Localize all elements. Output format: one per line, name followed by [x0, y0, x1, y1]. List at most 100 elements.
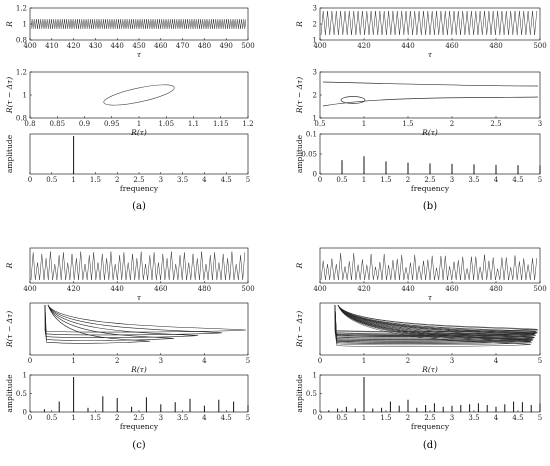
time-series-xlabel: τ — [428, 50, 433, 59]
time-series-y-tick-label: 2 — [313, 21, 317, 29]
phase-loop — [44, 304, 247, 333]
spectrum-x-tick-label: 5 — [538, 414, 542, 422]
phase-loop — [334, 304, 534, 339]
phase-x-tick-label: 2 — [406, 357, 410, 365]
phase-loop — [44, 304, 223, 336]
phase-small-loop — [340, 96, 366, 104]
spectrum-x-tick-label: 3.5 — [177, 176, 188, 184]
spectrum-x-tick-label: 2.5 — [424, 414, 435, 422]
time-series-x-tick-label: 500 — [241, 285, 254, 293]
time-series-x-tick-label: 420 — [67, 42, 80, 50]
time-series-x-tick-label: 490 — [220, 42, 233, 50]
phase-y-tick-label: 1 — [313, 115, 317, 123]
phase-y-tick-label: 3 — [313, 69, 317, 77]
phase-loop — [44, 304, 175, 341]
spectrum-x-tick-label: 1 — [71, 414, 75, 422]
panel-a: 400 410 420 430 440 450 460 470 480 490 5000.811.2… — [5, 5, 255, 213]
time-series-line — [30, 251, 246, 281]
spectrum-x-tick-label: 4.5 — [221, 414, 232, 422]
time-series-x-tick-label: 420 — [357, 285, 370, 293]
phase-x-tick-label: 0.95 — [104, 120, 120, 128]
spectrum-xlabel: frequency — [411, 184, 450, 193]
panel-label: (c) — [132, 440, 146, 451]
time-series-x-tick-label: 480 — [198, 285, 211, 293]
time-series-axes — [29, 247, 249, 284]
phase-y-tick-label: 1 — [23, 92, 27, 100]
phase-loop — [334, 304, 533, 341]
phase-loop — [44, 304, 199, 338]
phase-x-tick-label: 0 — [318, 357, 322, 365]
time-series-x-tick-label: 400 — [313, 42, 326, 50]
phase-axes — [319, 302, 541, 356]
phase-x-tick-label: 0.5 — [314, 120, 325, 128]
time-series-xlabel: τ — [137, 50, 142, 59]
time-series-y-tick-label: 3 — [313, 5, 317, 13]
phase-x-tick-label: 5 — [538, 357, 542, 365]
spectrum-x-tick-label: 1 — [362, 176, 366, 184]
phase-x-tick-label: 1 — [71, 357, 75, 365]
phase-loop — [334, 304, 536, 337]
spectrum-ylabel: amplitude — [5, 374, 14, 413]
spectrum-x-tick-label: 1.5 — [90, 414, 101, 422]
phase-x-tick-label: 1.15 — [213, 120, 229, 128]
time-series-xlabel: τ — [137, 293, 142, 302]
phase-xlabel: R(τ) — [130, 128, 147, 137]
time-series-xlabel: τ — [428, 293, 433, 302]
time-series-x-tick-label: 400 — [23, 285, 36, 293]
time-series-y-tick-label: 1 — [313, 37, 317, 45]
time-series-ylabel: R — [295, 21, 304, 28]
phase-axes — [319, 71, 541, 119]
phase-lower-branch — [322, 96, 539, 107]
phase-y-tick-label: 0.8 — [16, 115, 27, 123]
time-series-ylabel: R — [5, 21, 14, 28]
spectrum-x-tick-label: 5 — [246, 414, 250, 422]
phase-x-tick-label: 1 — [362, 357, 366, 365]
spectrum-axes — [29, 374, 249, 413]
time-series-x-tick-label: 500 — [533, 42, 546, 50]
phase-loop — [334, 304, 531, 344]
time-series-x-tick-label: 420 — [67, 285, 80, 293]
phase-x-tick-label: 5 — [246, 357, 250, 365]
spectrum-x-tick-label: 1 — [362, 414, 366, 422]
spectrum-y-tick-label: 0 — [313, 171, 317, 179]
phase-y-tick-label: 1.2 — [16, 69, 27, 77]
time-series-x-tick-label: 450 — [132, 42, 145, 50]
spectrum-ylabel: amplitude — [5, 134, 14, 173]
spectrum-x-tick-label: 5 — [538, 176, 542, 184]
time-series-line — [320, 10, 538, 36]
phase-upper-branch — [322, 81, 539, 87]
spectrum-x-tick-label: 0.5 — [336, 176, 347, 184]
time-series-ylabel: R — [5, 262, 14, 269]
spectrum-x-tick-label: 2 — [406, 414, 410, 422]
spectrum-x-tick-label: 0.5 — [336, 414, 347, 422]
spectrum-ylabel: amplitude — [295, 134, 304, 173]
spectrum-x-tick-label: 4 — [202, 176, 207, 184]
phase-y-tick-label: 2 — [313, 92, 317, 100]
phase-loop — [334, 304, 538, 332]
phase-loop — [334, 304, 532, 346]
phase-x-tick-label: 1 — [137, 120, 141, 128]
spectrum-y-tick-label: 0 — [313, 409, 317, 417]
spectrum-y-tick-label: 0.1 — [306, 131, 317, 139]
phase-loop — [334, 304, 536, 339]
spectrum-y-tick-label: 0.5 — [306, 390, 317, 398]
phase-x-tick-label: 2 — [450, 120, 454, 128]
spectrum-axes — [29, 133, 249, 175]
spectrum-y-tick-label: 0.5 — [16, 390, 27, 398]
time-series-x-tick-label: 470 — [176, 42, 189, 50]
time-series-ylabel: R — [295, 262, 304, 269]
phase-xlabel: R(τ) — [421, 365, 438, 374]
time-series-x-tick-label: 460 — [445, 285, 458, 293]
panel-label: (b) — [423, 201, 437, 212]
time-series-x-tick-label: 400 — [313, 285, 326, 293]
spectrum-x-tick-label: 4 — [494, 414, 499, 422]
spectrum-x-tick-label: 0 — [28, 414, 32, 422]
spectrum-x-tick-label: 1.5 — [90, 176, 101, 184]
panel-label: (d) — [423, 440, 437, 451]
spectrum-x-tick-label: 2 — [406, 176, 410, 184]
spectrum-axes — [319, 374, 541, 413]
time-series-x-tick-label: 500 — [533, 285, 546, 293]
phase-x-tick-label: 0 — [28, 357, 32, 365]
